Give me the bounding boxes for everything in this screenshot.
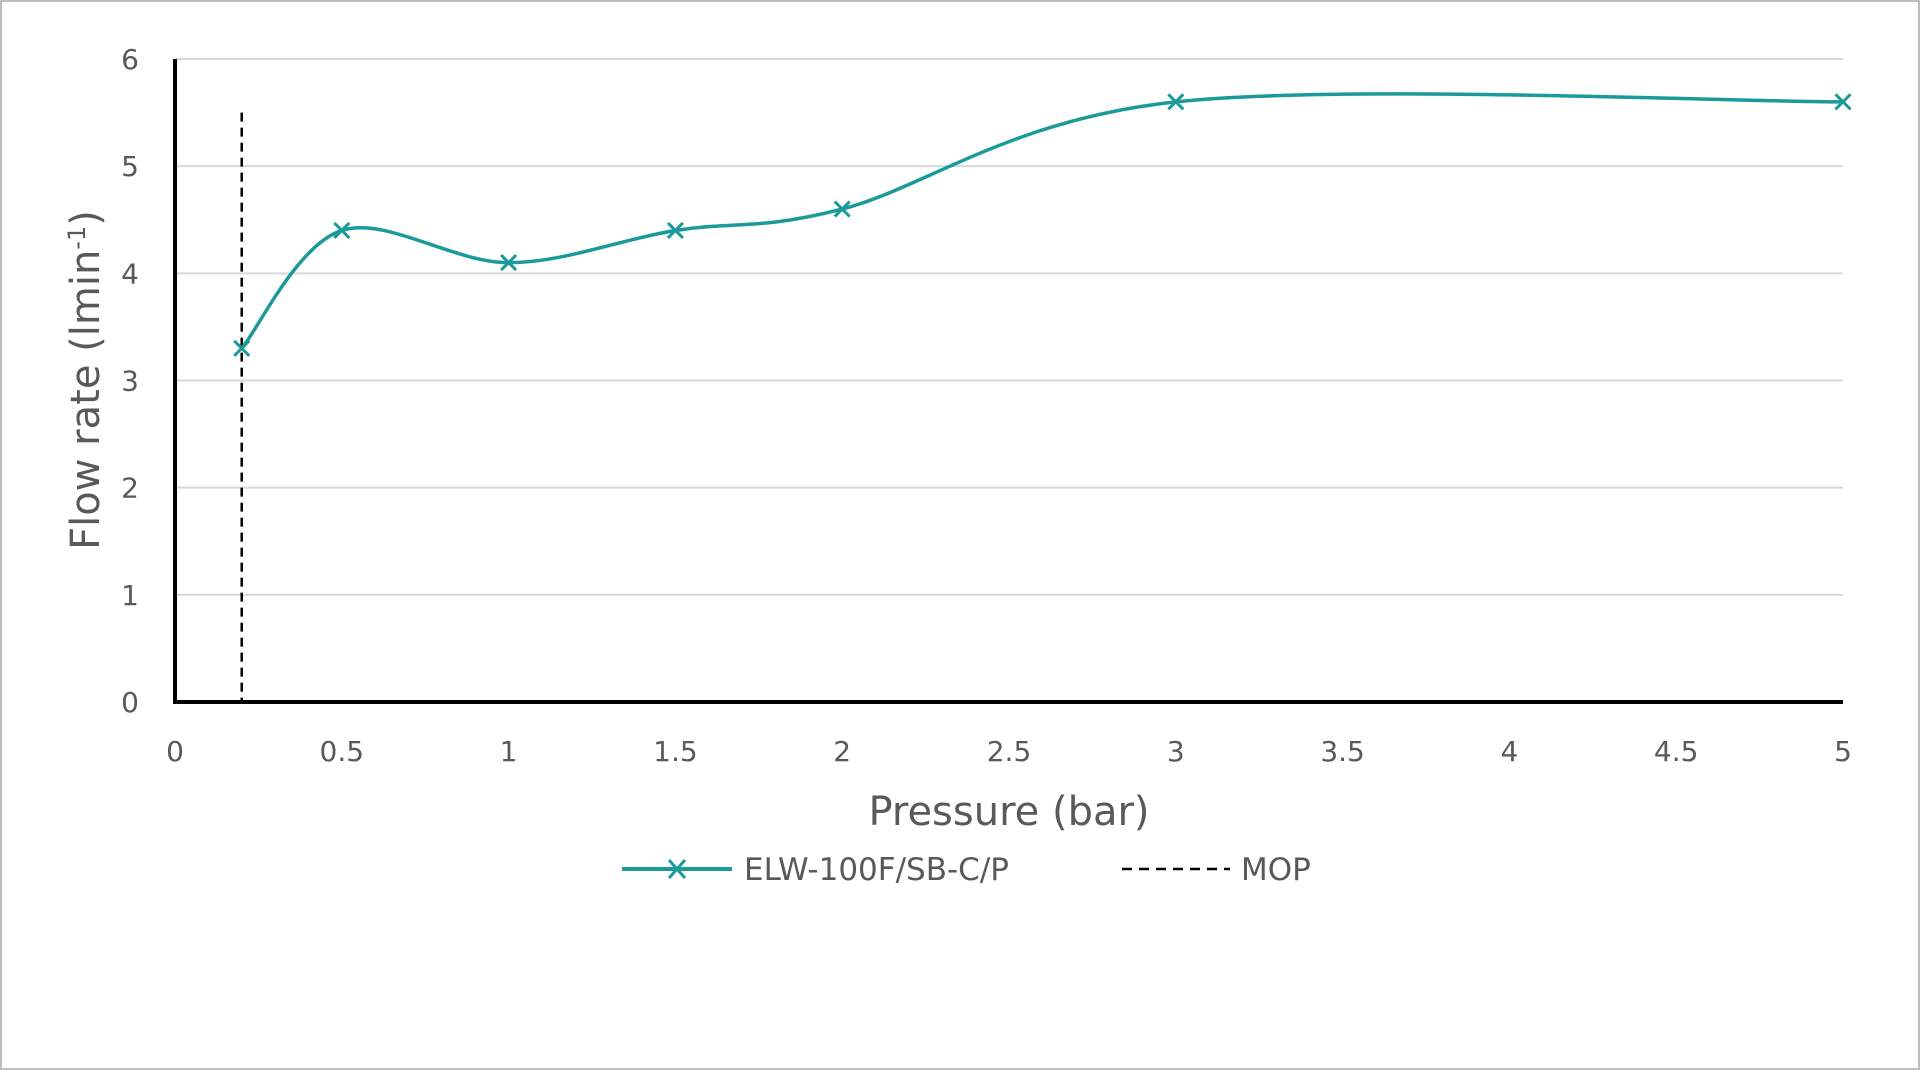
y-tick-label-5: 5 — [121, 150, 139, 183]
x-tick-label-6: 3 — [1167, 735, 1185, 768]
x-tick-label-0: 0 — [166, 735, 184, 768]
data-point-0-1 — [333, 221, 351, 240]
x-tick-label-8: 4 — [1500, 735, 1518, 768]
tick-labels: 0 1 2 3 4 5 6 0 0.5 1 1.5 2 2.5 3 3.5 4 4.5 5 — [121, 43, 1852, 768]
axes — [173, 59, 1843, 704]
data-point-0-3 — [666, 221, 684, 240]
data-point-0-2 — [500, 254, 518, 272]
y-axis-title: Flow rate (lmin-1) — [63, 210, 109, 550]
legend-series-label: ELW-100F/SB-C/P — [744, 852, 1009, 888]
x-tick-label-3: 1.5 — [653, 735, 698, 768]
legend-item-mop: MOP — [1122, 852, 1311, 888]
gridlines — [175, 58, 1843, 596]
y-axis-title-close: ) — [63, 210, 109, 226]
legend: ELW-100F/SB-C/P MOP — [622, 852, 1311, 888]
y-axis-title-main: Flow rate (lmin — [63, 250, 109, 550]
y-tick-label-3: 3 — [121, 365, 139, 398]
x-tick-label-2: 1 — [500, 735, 518, 768]
legend-series-marker — [667, 859, 687, 879]
series-line-0 — [240, 92, 1844, 350]
legend-mop-label: MOP — [1241, 852, 1311, 888]
x-tick-label-9: 4.5 — [1654, 735, 1699, 768]
x-tick-label-10: 5 — [1834, 735, 1852, 768]
data-point-0-4 — [833, 200, 851, 218]
legend-item-series: ELW-100F/SB-C/P — [622, 852, 1009, 888]
svg-text:Flow rate (lmin-1): Flow rate (lmin-1) — [63, 210, 109, 550]
data-point-0-0 — [233, 339, 251, 357]
x-tick-label-4: 2 — [833, 735, 851, 768]
y-axis-title-superscript: -1 — [63, 226, 91, 250]
y-tick-label-1: 1 — [121, 579, 139, 612]
data-point-0-6 — [1834, 93, 1852, 111]
data-point-0-5 — [1167, 93, 1185, 111]
x-tick-label-7: 3.5 — [1320, 735, 1365, 768]
x-tick-label-5: 2.5 — [987, 735, 1032, 768]
x-axis-title: Pressure (bar) — [868, 789, 1149, 835]
y-tick-label-6: 6 — [121, 43, 139, 76]
y-tick-label-4: 4 — [121, 257, 139, 290]
series-layer — [233, 92, 1852, 357]
x-tick-label-1: 0.5 — [320, 735, 365, 768]
y-tick-label-0: 0 — [121, 686, 139, 719]
y-tick-label-2: 2 — [121, 472, 139, 505]
